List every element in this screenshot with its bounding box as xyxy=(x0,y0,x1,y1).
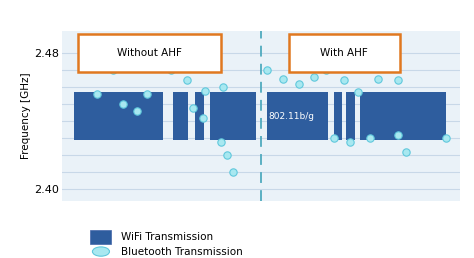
Bar xyxy=(195,92,204,140)
Point xyxy=(355,90,362,94)
Bar xyxy=(334,92,342,140)
Y-axis label: Frequency [GHz]: Frequency [GHz] xyxy=(21,73,31,159)
Bar xyxy=(173,92,188,140)
Point xyxy=(310,75,318,79)
Bar xyxy=(73,92,163,140)
Bar xyxy=(346,92,355,140)
Bar xyxy=(360,92,446,140)
FancyBboxPatch shape xyxy=(289,34,400,72)
Point xyxy=(94,92,101,96)
Point xyxy=(199,116,207,120)
Point xyxy=(167,68,175,72)
Point xyxy=(219,85,227,89)
Text: With AHF: With AHF xyxy=(320,48,368,58)
Point xyxy=(295,82,302,86)
FancyBboxPatch shape xyxy=(78,34,221,72)
Point xyxy=(323,68,330,72)
Point xyxy=(119,102,127,106)
Point xyxy=(109,68,117,72)
Point xyxy=(442,136,450,140)
Bar xyxy=(267,92,328,140)
Point xyxy=(366,136,374,140)
Point xyxy=(402,150,410,154)
Point xyxy=(223,153,231,157)
Point xyxy=(374,77,382,81)
Text: Bluetooth Transmission: Bluetooth Transmission xyxy=(121,247,243,256)
Point xyxy=(394,78,402,82)
Point xyxy=(144,92,151,96)
Point xyxy=(86,65,93,69)
Point xyxy=(189,106,197,110)
Point xyxy=(217,140,225,144)
Point xyxy=(340,78,348,82)
Point xyxy=(279,77,286,81)
Point xyxy=(263,68,271,72)
Point xyxy=(183,78,191,82)
Text: WiFi Transmission: WiFi Transmission xyxy=(121,232,213,242)
Point xyxy=(229,170,237,174)
Point xyxy=(330,136,338,140)
Point xyxy=(134,109,141,113)
Text: 802.11b/g: 802.11b/g xyxy=(269,112,315,120)
Point xyxy=(394,133,402,137)
Bar xyxy=(210,92,255,140)
Point xyxy=(346,140,354,144)
Text: Without AHF: Without AHF xyxy=(117,48,182,58)
Point xyxy=(201,88,209,93)
